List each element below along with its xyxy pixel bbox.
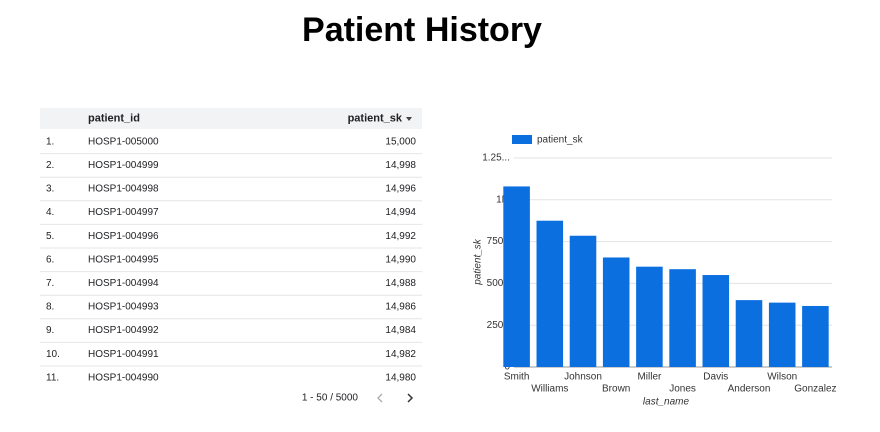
bar bbox=[536, 220, 564, 367]
page-title: Patient History bbox=[302, 11, 542, 49]
cell: HOSP1-004997 bbox=[88, 207, 159, 218]
x-axis-label: last_name bbox=[643, 397, 690, 408]
x-tick-label: Smith bbox=[504, 372, 530, 383]
bar bbox=[636, 266, 663, 367]
cell: HOSP1-004996 bbox=[88, 231, 159, 242]
row-index: 9. bbox=[46, 325, 54, 336]
x-tick-label: Jones bbox=[669, 384, 696, 395]
x-tick-label: Anderson bbox=[728, 384, 771, 395]
cell: 14,996 bbox=[385, 184, 416, 195]
cell: 14,988 bbox=[385, 278, 416, 289]
cell: 14,986 bbox=[385, 302, 416, 313]
x-tick-label: Davis bbox=[703, 372, 728, 383]
cell: 14,994 bbox=[385, 207, 416, 218]
bar bbox=[768, 302, 796, 367]
x-tick-label: Williams bbox=[531, 384, 568, 395]
prev-page[interactable] bbox=[377, 393, 383, 403]
legend-swatch bbox=[512, 135, 532, 144]
row-index: 2. bbox=[46, 160, 54, 171]
pagination-label: 1 - 50 / 5000 bbox=[302, 393, 359, 404]
cell: 14,990 bbox=[385, 254, 416, 265]
y-tick-label: 0 bbox=[504, 362, 510, 373]
x-tick-label: Brown bbox=[602, 384, 630, 395]
y-tick-label: 750K bbox=[487, 236, 511, 247]
row-index: 6. bbox=[46, 254, 54, 265]
bar bbox=[702, 275, 730, 367]
row-index: 11. bbox=[46, 372, 59, 383]
cell: HOSP1-005000 bbox=[88, 136, 159, 147]
row-index: 8. bbox=[46, 302, 54, 313]
cell: HOSP1-004993 bbox=[88, 302, 159, 313]
row-index: 4. bbox=[46, 207, 54, 218]
cell: HOSP1-004998 bbox=[88, 184, 159, 195]
bar bbox=[503, 186, 530, 367]
table-header bbox=[40, 108, 422, 129]
cell: HOSP1-004992 bbox=[88, 325, 159, 336]
y-tick-label: 1.25... bbox=[482, 153, 510, 164]
y-axis-label: patient_sk bbox=[473, 238, 484, 286]
next-page[interactable] bbox=[407, 393, 414, 403]
cell: 15,000 bbox=[385, 136, 416, 147]
x-tick-label: Johnson bbox=[564, 372, 602, 383]
sort-icon[interactable] bbox=[406, 117, 412, 121]
cell: HOSP1-004994 bbox=[88, 278, 159, 289]
row-index: 10. bbox=[46, 349, 60, 360]
cell: 14,984 bbox=[385, 325, 416, 336]
bar bbox=[802, 305, 829, 367]
cell: 14,992 bbox=[385, 231, 416, 242]
x-tick-label: Wilson bbox=[767, 372, 797, 383]
y-tick-label: 250K bbox=[487, 320, 511, 331]
row-index: 5. bbox=[46, 231, 54, 242]
row-index: 7. bbox=[46, 278, 54, 289]
cell: HOSP1-004999 bbox=[88, 160, 159, 171]
legend-label: patient_sk bbox=[537, 135, 584, 146]
column-header[interactable]: patient_sk bbox=[348, 112, 403, 124]
row-index: 3. bbox=[46, 184, 54, 195]
bar bbox=[735, 300, 763, 367]
cell: 14,998 bbox=[385, 160, 416, 171]
bar bbox=[602, 257, 630, 367]
y-tick-label: 1M bbox=[496, 194, 510, 205]
x-tick-label: Miller bbox=[637, 372, 662, 383]
column-header[interactable]: patient_id bbox=[88, 112, 140, 124]
cell: HOSP1-004990 bbox=[88, 372, 159, 383]
cell: HOSP1-004991 bbox=[88, 349, 159, 360]
y-tick-label: 500K bbox=[487, 278, 511, 289]
cell: 14,980 bbox=[385, 372, 416, 383]
bar bbox=[569, 235, 597, 367]
cell: 14,982 bbox=[385, 349, 416, 360]
x-tick-label: Gonzalez bbox=[794, 384, 836, 395]
cell: HOSP1-004995 bbox=[88, 254, 159, 265]
row-index: 1. bbox=[46, 136, 54, 147]
bar bbox=[669, 269, 696, 367]
